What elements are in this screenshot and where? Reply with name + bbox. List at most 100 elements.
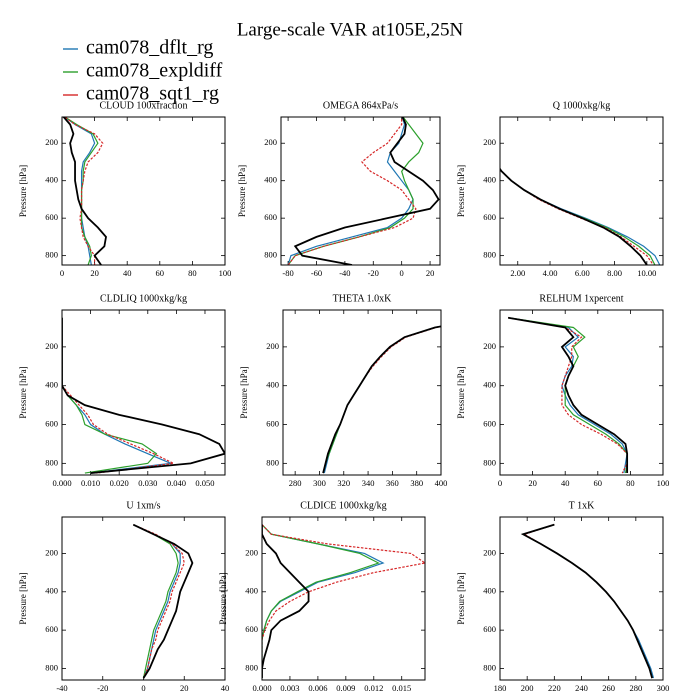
series-line: [522, 524, 653, 679]
series-line: [62, 117, 107, 265]
x-tick-label: 20: [180, 683, 189, 693]
x-tick-label: 40: [221, 683, 230, 693]
panel-title: Q 1000xkg/kg: [553, 100, 611, 111]
x-tick-label: 20: [528, 478, 537, 488]
series-line: [521, 524, 655, 679]
x-tick-label: 240: [575, 683, 588, 693]
y-axis-label: Pressure [hPa]: [456, 572, 466, 624]
frame: [61, 516, 226, 681]
x-tick-label: 4.00: [543, 268, 558, 278]
y-tick-label: 800: [45, 250, 58, 260]
y-tick-label: 200: [483, 137, 496, 147]
x-tick-label: 80: [188, 268, 197, 278]
panel-title: OMEGA 864xPa/s: [323, 100, 398, 111]
y-tick-label: 600: [483, 418, 496, 428]
series-line: [133, 524, 185, 679]
x-tick-label: 300: [313, 478, 326, 488]
x-tick-label: 10.00: [637, 268, 656, 278]
plot-area: [322, 325, 441, 474]
series-line: [507, 316, 629, 474]
y-tick-label: 400: [45, 586, 58, 596]
panel-title: CLDLIQ 1000xkg/kg: [100, 293, 187, 304]
series-line: [133, 524, 181, 679]
y-tick-label: 400: [266, 380, 279, 390]
y-tick-label: 400: [264, 175, 277, 185]
series-line: [62, 317, 225, 474]
y-axis-label: Pressure [hPa]: [18, 366, 28, 418]
y-tick-label: 600: [45, 418, 58, 428]
panel-title: CLDICE 1000xkg/kg: [300, 500, 386, 511]
y-tick-label: 400: [45, 380, 58, 390]
x-tick-label: 0.020: [110, 478, 129, 488]
x-tick-label: 0.012: [364, 683, 383, 693]
x-tick-label: 400: [435, 478, 448, 488]
frame: [61, 116, 226, 266]
panel-title: CLOUD 100xfraction: [99, 100, 187, 111]
x-tick-label: 0.040: [167, 478, 186, 488]
x-tick-label: 40: [561, 478, 570, 488]
y-tick-label: 200: [45, 341, 58, 351]
y-tick-label: 600: [483, 212, 496, 222]
series-line: [63, 117, 96, 265]
y-axis-label: Pressure [hPa]: [18, 572, 28, 624]
y-tick-label: 200: [266, 341, 279, 351]
legend-label: cam078_dflt_rg: [86, 37, 213, 59]
plot-area: [520, 523, 655, 679]
x-tick-label: 340: [362, 478, 375, 488]
series-line: [262, 524, 425, 679]
x-tick-label: 0: [141, 683, 145, 693]
legend-label: cam078_sqt1_rg: [86, 83, 219, 105]
series-line: [62, 317, 176, 474]
series-line: [63, 117, 99, 265]
x-tick-label: 0.050: [195, 478, 214, 488]
x-tick-label: 0: [400, 268, 404, 278]
y-tick-label: 400: [483, 380, 496, 390]
plot-area: [132, 523, 194, 679]
series-line: [508, 317, 628, 474]
y-axis-label: Pressure [hPa]: [18, 165, 28, 217]
y-tick-label: 800: [245, 662, 258, 672]
y-tick-label: 400: [245, 586, 258, 596]
x-tick-label: 180: [494, 683, 507, 693]
figure-title: Large-scale VAR at105E,25N: [237, 19, 464, 40]
y-tick-label: 600: [266, 418, 279, 428]
series-line: [262, 524, 380, 679]
x-tick-label: 360: [386, 478, 399, 488]
panel-title: RELHUM 1xpercent: [539, 293, 623, 304]
x-tick-label: 0.006: [308, 683, 327, 693]
series-line: [508, 317, 628, 474]
y-tick-label: 200: [483, 547, 496, 557]
x-tick-label: -20: [97, 683, 108, 693]
x-tick-label: 40: [123, 268, 132, 278]
frame: [261, 516, 426, 681]
frame: [61, 309, 226, 476]
y-tick-label: 400: [45, 175, 58, 185]
series-line: [63, 117, 104, 265]
y-tick-label: 600: [483, 624, 496, 634]
series-line: [62, 317, 158, 474]
y-axis-label: Pressure [hPa]: [456, 366, 466, 418]
series-line: [287, 117, 414, 265]
y-tick-label: 200: [483, 341, 496, 351]
x-tick-label: 20: [426, 268, 435, 278]
frame: [499, 516, 664, 681]
x-tick-label: -40: [339, 268, 350, 278]
series-line: [287, 117, 417, 265]
y-tick-label: 400: [483, 175, 496, 185]
series-line: [133, 524, 179, 679]
y-axis-label: Pressure [hPa]: [218, 572, 228, 624]
frame: [499, 309, 664, 476]
x-tick-label: 6.00: [575, 268, 590, 278]
x-tick-label: -20: [368, 268, 379, 278]
y-axis-label: Pressure [hPa]: [239, 366, 249, 418]
series-line: [132, 523, 194, 679]
x-tick-label: 2.00: [510, 268, 525, 278]
series-line: [500, 167, 656, 265]
y-tick-label: 800: [483, 457, 496, 467]
x-tick-label: 0: [60, 268, 64, 278]
y-tick-label: 600: [245, 624, 258, 634]
x-tick-label: 320: [337, 478, 350, 488]
y-tick-label: 800: [45, 457, 58, 467]
series-line: [500, 167, 648, 265]
y-tick-label: 800: [45, 662, 58, 672]
